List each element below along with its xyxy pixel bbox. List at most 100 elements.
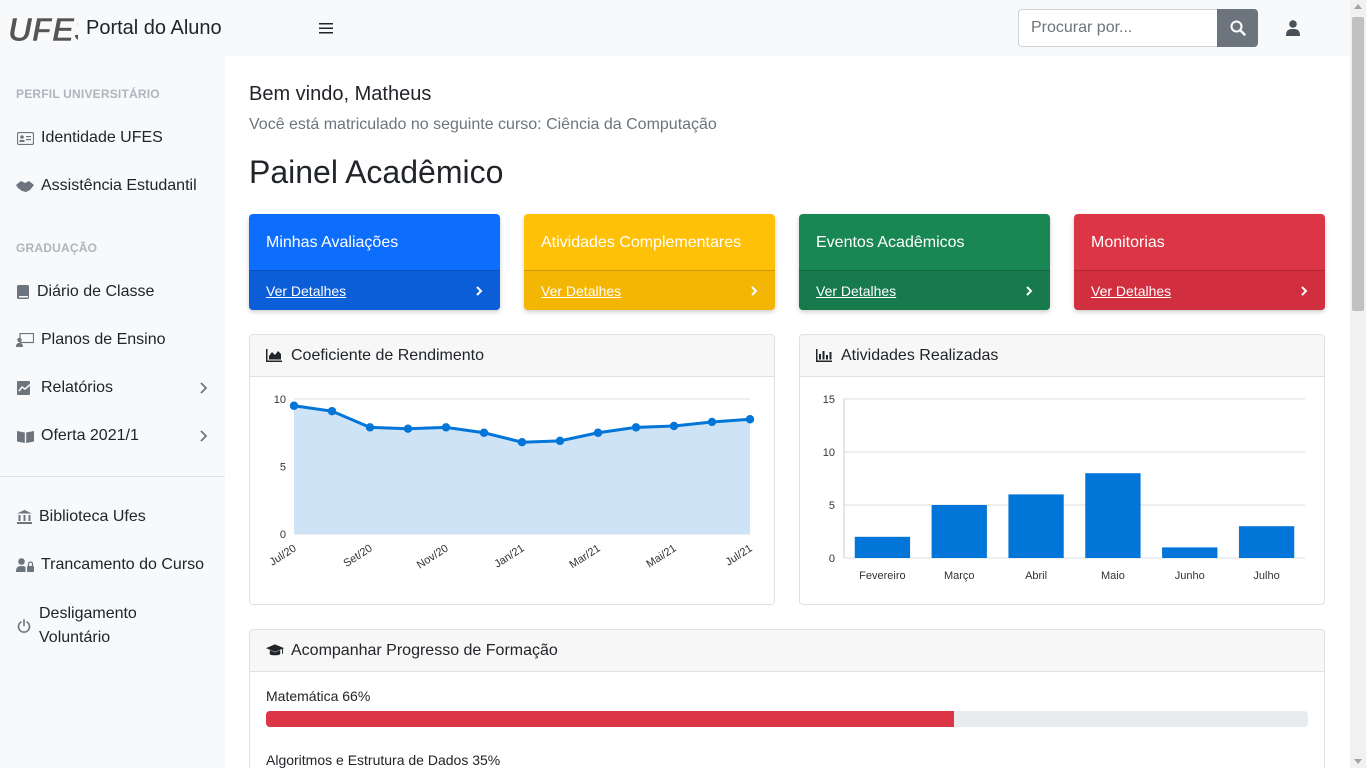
logo-text: UFES: [8, 11, 78, 45]
sidebar-item-biblioteca[interactable]: Biblioteca Ufes: [0, 505, 225, 529]
panel-header: Acompanhar Progresso de Formação: [250, 630, 1324, 672]
welcome-heading: Bem vindo, Matheus: [249, 83, 432, 105]
sidebar-item-trancamento[interactable]: Trancamento do Curso: [0, 553, 225, 577]
sidebar-item-oferta[interactable]: Oferta 2021/1: [0, 424, 225, 448]
page-title: Painel Acadêmico: [249, 154, 504, 190]
sidebar-item-diario[interactable]: Diário de Classe: [0, 280, 225, 304]
scroll-up-arrow-icon[interactable]: [1354, 4, 1362, 9]
sidebar-item-assistencia[interactable]: Assistência Estudantil: [0, 174, 225, 198]
scroll-down-arrow-icon[interactable]: [1354, 759, 1362, 764]
x-tick-label: Jul/21: [723, 542, 754, 568]
search-button[interactable]: [1217, 9, 1258, 47]
sidebar-item-label: Trancamento do Curso: [41, 556, 205, 573]
chart-report-icon: [16, 380, 34, 396]
bar: [1162, 547, 1218, 558]
sidebar: Perfil Universitário Identidade UFES Ass…: [0, 56, 225, 768]
ufes-logo: UFES: [8, 11, 78, 45]
chevron-right-icon: [751, 285, 758, 296]
y-tick-label: 15: [823, 394, 835, 406]
bar: [1085, 473, 1141, 558]
brand[interactable]: UFES Portal do Aluno: [0, 0, 225, 56]
x-tick-label: Mai/21: [644, 542, 678, 570]
x-tick-label: Mar/21: [567, 542, 602, 571]
data-point: [669, 421, 679, 431]
sidebar-item-label: Relatórios: [41, 379, 114, 396]
sidebar-item-identidade[interactable]: Identidade UFES: [0, 126, 225, 150]
brand-title: Portal do Aluno: [86, 16, 222, 39]
card-details-link[interactable]: Ver Detalhes: [249, 270, 500, 310]
card-link-label: Ver Detalhes: [541, 282, 622, 299]
card-details-link[interactable]: Ver Detalhes: [524, 270, 775, 310]
book-icon: [16, 284, 30, 300]
y-tick-label: 10: [274, 394, 286, 406]
card-title: Monitorias: [1091, 234, 1165, 251]
sidebar-item-label: Assistência Estudantil: [41, 177, 197, 194]
y-tick-label: 5: [280, 462, 286, 474]
x-tick-label: Set/20: [341, 542, 374, 569]
card-details-link[interactable]: Ver Detalhes: [1074, 270, 1325, 310]
user-icon: [1286, 20, 1300, 36]
sidebar-item-label: Diário de Classe: [37, 283, 155, 300]
card-atividades-complementares: Atividades Complementares Ver Detalhes: [524, 214, 775, 310]
data-point: [365, 423, 375, 432]
hamburger-icon: [319, 23, 333, 34]
card-link-label: Ver Detalhes: [816, 282, 897, 299]
data-point: [289, 401, 299, 410]
sidebar-item-relatorios[interactable]: Relatórios: [0, 376, 225, 400]
card-monitorias: Monitorias Ver Detalhes: [1074, 214, 1325, 310]
scroll-thumb[interactable]: [1352, 17, 1364, 311]
sidebar-heading-perfil: Perfil Universitário: [16, 87, 160, 101]
data-point: [593, 428, 603, 437]
bar: [854, 536, 911, 558]
sidebar-item-desligamento[interactable]: Desligamento Voluntário: [0, 601, 225, 651]
chevron-right-icon: [200, 430, 207, 442]
page-scrollbar[interactable]: [1350, 0, 1366, 768]
area-fill: [294, 405, 750, 534]
data-point: [555, 436, 565, 446]
menu-toggle-button[interactable]: [312, 14, 340, 42]
user-menu-button[interactable]: [1280, 14, 1306, 42]
activities-chart-panel: Atividades Realizadas 0 5 10 15 Fevereiro Mar…: [799, 334, 1325, 605]
chevron-right-icon: [1026, 285, 1033, 296]
top-navbar: UFES Portal do Aluno: [0, 0, 1350, 56]
bar: [1008, 494, 1064, 558]
progress-fill: [266, 711, 954, 727]
y-tick-label: 0: [280, 529, 286, 541]
data-point: [479, 428, 489, 437]
data-point: [707, 417, 717, 427]
x-tick-label: Março: [944, 570, 975, 582]
card-avaliacoes: Minhas Avaliações Ver Detalhes: [249, 214, 500, 310]
search-icon: [1230, 20, 1246, 36]
data-point: [403, 424, 413, 433]
card-eventos: Eventos Acadêmicos Ver Detalhes: [799, 214, 1050, 310]
handshake-icon: [16, 178, 34, 194]
y-tick-label: 10: [823, 447, 835, 459]
y-tick-label: 5: [829, 500, 835, 512]
search-input[interactable]: [1018, 9, 1217, 47]
power-icon: [16, 618, 32, 634]
area-chart-icon: [266, 348, 284, 364]
data-point: [327, 406, 337, 416]
data-point: [441, 423, 451, 432]
progress-panel: Acompanhar Progresso de Formação Matemát…: [249, 629, 1325, 768]
card-details-link[interactable]: Ver Detalhes: [799, 270, 1050, 310]
progress-label-algoritmos: Algoritmos e Estrutura de Dados 35%: [266, 752, 501, 768]
panel-title: Acompanhar Progresso de Formação: [291, 641, 558, 659]
bar: [1238, 526, 1295, 558]
progress-bar-matematica: [266, 711, 1308, 727]
sidebar-item-planos[interactable]: Planos de Ensino: [0, 328, 225, 352]
x-tick-label: Junho: [1175, 570, 1205, 582]
progress-label-matematica: Matemática 66%: [266, 688, 371, 704]
panel-header: Atividades Realizadas: [800, 335, 1324, 377]
x-tick-label: Maio: [1101, 570, 1125, 582]
data-point: [631, 423, 641, 432]
teacher-icon: [16, 332, 34, 348]
x-tick-label: Nov/20: [415, 542, 451, 571]
search-form: [1018, 9, 1258, 47]
x-tick-label: Fevereiro: [859, 570, 905, 582]
y-tick-label: 0: [829, 553, 835, 565]
data-point: [745, 415, 755, 424]
sidebar-item-label: Planos de Ensino: [41, 331, 166, 348]
library-icon: [16, 509, 32, 525]
sidebar-item-label: Biblioteca Ufes: [39, 508, 146, 525]
